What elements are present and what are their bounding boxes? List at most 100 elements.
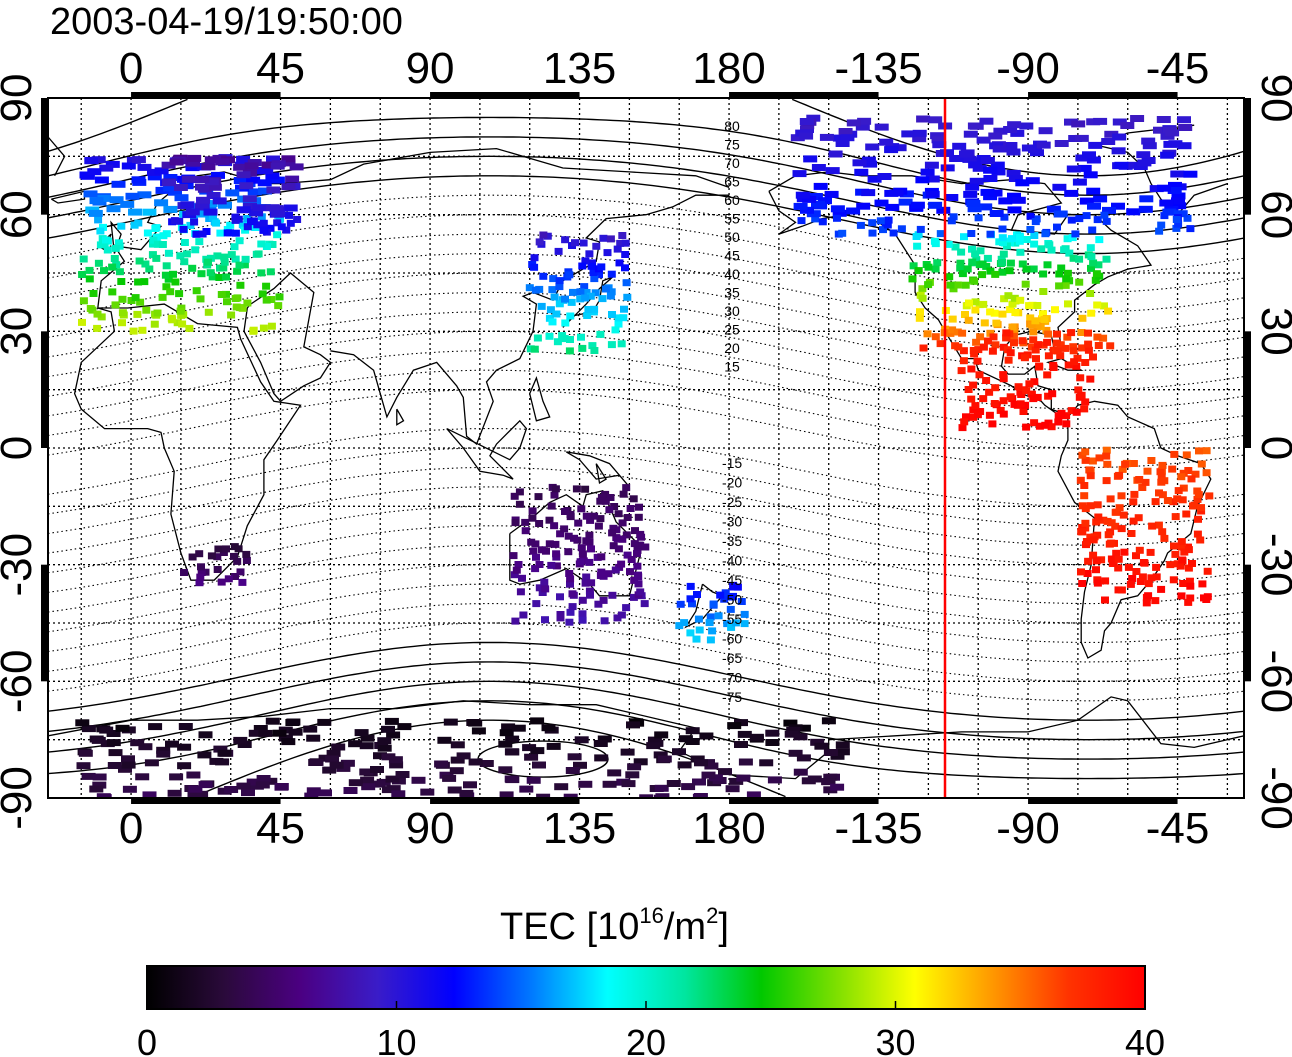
tec-data-point [999, 397, 1008, 405]
tec-data-point [1176, 562, 1185, 570]
tec-data-point [566, 336, 574, 343]
tec-data-point [267, 322, 276, 330]
tec-data-point [629, 495, 638, 503]
tec-data-point [969, 413, 978, 421]
x-tick-label-bottom: 180 [692, 804, 765, 853]
tec-data-point [373, 752, 387, 760]
tec-data-point [122, 785, 137, 793]
tec-data-point [967, 365, 976, 373]
tec-data-point [1002, 334, 1011, 342]
tec-data-point [556, 593, 564, 601]
tec-data-point [532, 553, 540, 561]
coastline [243, 272, 332, 403]
tec-data-point [178, 320, 187, 328]
tec-data-point [1069, 343, 1078, 351]
tec-data-point [1117, 586, 1126, 594]
tec-data-point [354, 729, 369, 737]
tec-data-point [622, 604, 631, 612]
tec-data-point [1047, 246, 1056, 254]
tec-data-point [1184, 467, 1193, 474]
tec-data-point [545, 540, 554, 548]
tec-data-point [1081, 448, 1090, 456]
tec-data-point [614, 545, 623, 553]
y-tick-label-left: -60 [0, 650, 41, 714]
tec-data-point [1022, 265, 1031, 273]
tec-data-point [246, 176, 261, 184]
tec-data-point [1138, 573, 1147, 581]
tec-data-point [561, 508, 569, 515]
tec-data-point [627, 556, 636, 563]
tec-data-point [1018, 260, 1027, 268]
tec-data-point [1029, 265, 1038, 273]
tec-data-point [381, 753, 396, 761]
geomag-contour-line [48, 272, 1244, 352]
tec-data-point [565, 271, 574, 279]
tec-data-point [1142, 599, 1151, 607]
tec-data-point [1168, 465, 1177, 473]
tec-data-point [749, 733, 764, 741]
tec-data-point [498, 766, 513, 774]
tec-data-point [576, 295, 585, 303]
tec-data-point [688, 600, 696, 608]
tec-data-point [281, 155, 296, 163]
tec-data-point [706, 636, 715, 644]
tec-data-point [1029, 328, 1038, 336]
tec-data-point [912, 129, 927, 137]
tec-data-point [1069, 254, 1078, 262]
tec-data-point [257, 240, 266, 248]
tec-data-point [1179, 484, 1188, 492]
tec-data-point [678, 735, 693, 743]
tec-data-point [1078, 580, 1087, 587]
tec-data-point [1092, 557, 1101, 565]
tec-data-point [999, 343, 1008, 351]
tec-data-point [799, 132, 814, 140]
tec-data-point [238, 221, 247, 229]
geomag-contour-line [48, 136, 1244, 216]
tec-data-point [99, 164, 114, 172]
tec-data-point [879, 226, 887, 234]
tec-data-point [169, 773, 184, 781]
tec-data-point [1166, 561, 1175, 569]
tec-data-point [1010, 400, 1019, 408]
tec-data-point [576, 288, 585, 296]
tec-data-point [976, 333, 985, 341]
tec-data-point [867, 175, 882, 183]
tec-data-point [828, 150, 843, 158]
tec-data-point [1004, 292, 1013, 300]
tec-data-point [971, 298, 980, 306]
tec-data-point [511, 519, 520, 527]
tec-data-point [1006, 259, 1015, 267]
geomag-contour-line [477, 740, 609, 778]
tec-data-point [979, 395, 988, 403]
x-tick-label-top: -135 [835, 44, 923, 93]
tec-data-point [1202, 596, 1211, 603]
tec-data-point [916, 115, 931, 123]
tec-data-point [991, 270, 1000, 278]
tec-data-point [265, 204, 280, 212]
tec-data-point [187, 154, 202, 162]
colorbar-tick-label: 30 [875, 1022, 915, 1057]
tec-data-point [1030, 378, 1039, 386]
tec-data-point [97, 313, 106, 321]
tec-data-point [100, 240, 109, 248]
tec-data-point [1053, 330, 1061, 338]
tec-data-point [232, 303, 241, 311]
tec-data-point [708, 627, 717, 635]
tec-data-point [734, 741, 748, 748]
tec-data-point [1193, 487, 1202, 495]
tec-data-point [948, 326, 957, 334]
tec-data-point [1008, 300, 1017, 308]
tec-data-point [1009, 332, 1018, 340]
tec-data-point [161, 271, 170, 279]
tec-data-point [983, 254, 992, 262]
tec-data-point [1078, 528, 1087, 536]
tec-data-point [578, 610, 587, 618]
tec-data-point [884, 146, 899, 154]
tec-data-point [521, 518, 530, 526]
tec-data-point [1084, 346, 1093, 354]
tec-data-point [653, 751, 668, 759]
x-tick-label-bottom: 0 [119, 804, 143, 853]
tec-data-point [233, 177, 248, 184]
tec-data-point [505, 748, 520, 756]
